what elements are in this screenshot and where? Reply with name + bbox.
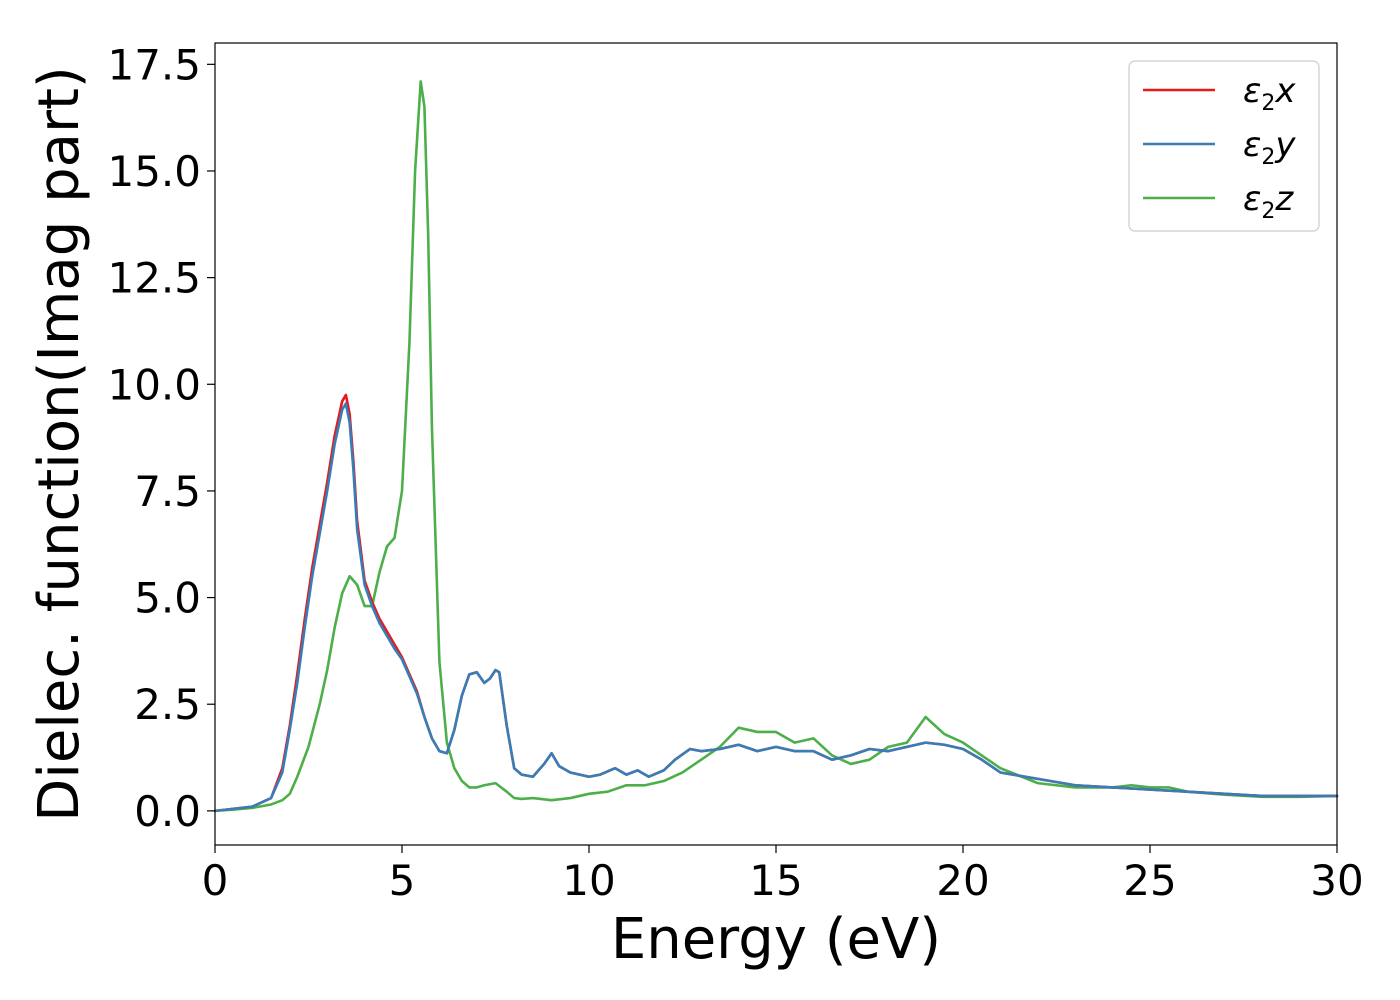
y-axis-label: Dielec. function(Imag part) xyxy=(27,66,92,822)
y-tick-label: 5.0 xyxy=(134,574,201,623)
x-tick-label: 20 xyxy=(936,856,989,905)
y-tick-label: 15.0 xyxy=(107,147,201,196)
y-tick-label: 2.5 xyxy=(134,680,201,729)
legend-label-x: ε2x xyxy=(1243,71,1296,116)
legend-label-z: ε2z xyxy=(1243,179,1294,224)
x-tick-label: 15 xyxy=(749,856,802,905)
x-tick-label: 0 xyxy=(202,856,229,905)
y-tick-label: 10.0 xyxy=(107,360,201,409)
series-line-x xyxy=(213,393,1339,813)
y-tick-label: 7.5 xyxy=(134,467,201,516)
y-tick-label: 17.5 xyxy=(107,40,201,89)
y-tick-label: 12.5 xyxy=(107,254,201,303)
series-line-z xyxy=(213,80,1339,813)
x-tick-label: 5 xyxy=(389,856,416,905)
series-line-y xyxy=(213,402,1339,813)
legend-box xyxy=(1128,60,1320,232)
series-layer xyxy=(213,80,1339,813)
y-tick-label: 0.0 xyxy=(134,787,201,836)
x-tick-label: 10 xyxy=(562,856,615,905)
x-tick-label: 25 xyxy=(1123,856,1176,905)
x-axis-label: Energy (eV) xyxy=(611,907,941,972)
legend-label-y: ε2y xyxy=(1243,125,1296,170)
y-axis-ticks: 0.0 2.5 5.0 7.5 10.0 12.5 15.0 17.5 xyxy=(107,40,215,836)
x-axis-ticks: 0 5 10 15 20 25 30 xyxy=(202,845,1364,905)
legend: ε2x ε2y ε2z xyxy=(1128,60,1320,232)
x-tick-label: 30 xyxy=(1310,856,1363,905)
